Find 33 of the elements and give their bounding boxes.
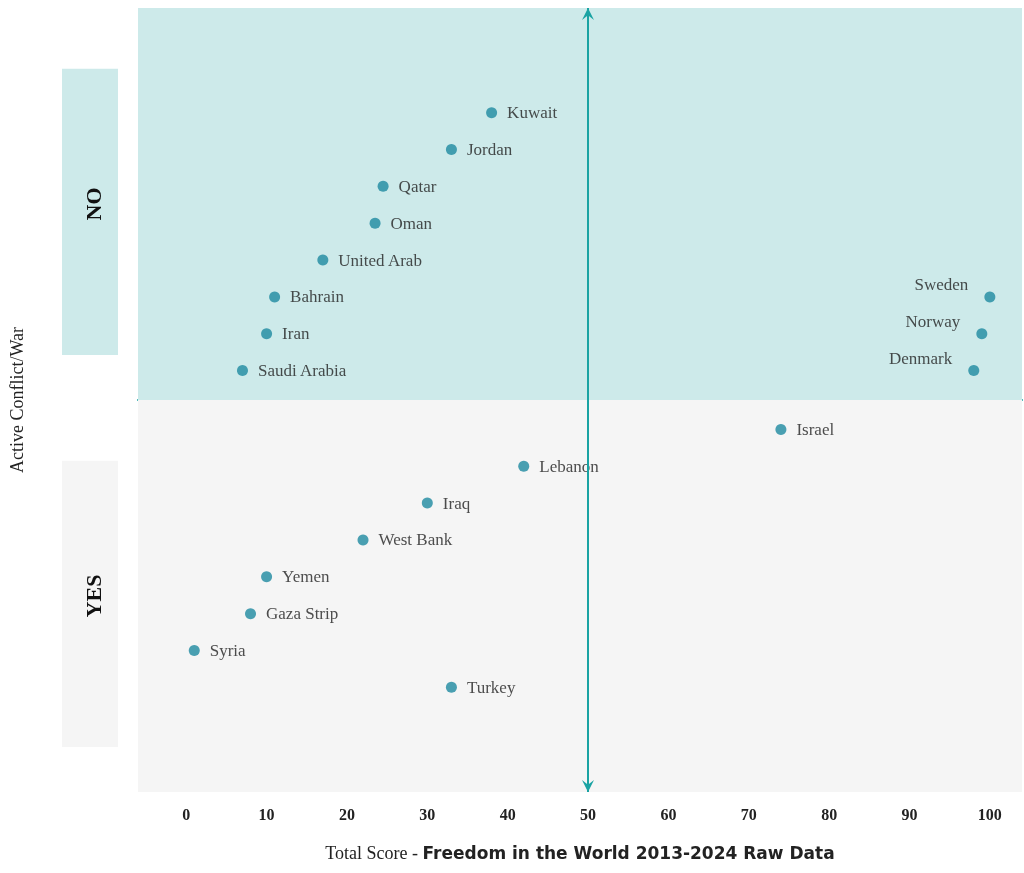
- x-tick-label: 0: [182, 805, 191, 823]
- x-tick-label: 70: [740, 805, 757, 823]
- x-tick-label: 100: [977, 805, 1002, 823]
- series-label: Sweden: [914, 275, 969, 295]
- series-label: Turkey: [466, 677, 516, 697]
- series-label: Jordan: [466, 140, 513, 160]
- x-tick-label: 50: [580, 805, 597, 823]
- series-label: West Bank: [378, 530, 453, 550]
- y-tick-label: YES: [80, 574, 106, 618]
- x-tick-label: 80: [821, 805, 838, 823]
- x-tick-label: 60: [660, 805, 677, 823]
- x-tick-label: 20: [338, 805, 355, 823]
- series-label: Oman: [390, 213, 433, 233]
- x-tick-label: 40: [499, 805, 516, 823]
- y-axis-title: Active Conflict/War: [7, 326, 27, 474]
- x-tick-label: 90: [901, 805, 918, 823]
- series-label: Syria: [209, 640, 247, 660]
- series-label: Qatar: [398, 176, 437, 196]
- series-label: Bahrain: [290, 287, 345, 307]
- x-axis-title: Total Score - Freedom in the World 2013-2024 Raw Data: [325, 843, 835, 863]
- series-label: Kuwait: [507, 103, 558, 123]
- series-label: Saudi Arabia: [257, 361, 347, 381]
- series-label: Iran: [282, 324, 310, 344]
- series-label: Gaza Strip: [266, 604, 339, 624]
- series-label: Iraq: [442, 493, 471, 513]
- x-tick-label: 30: [419, 805, 436, 823]
- y-tick-label: NO: [80, 187, 106, 221]
- series-label: United Arab: [338, 250, 422, 270]
- series-label: Israel: [796, 419, 835, 439]
- series-label: Yemen: [282, 567, 330, 587]
- x-tick-label: 10: [258, 805, 275, 823]
- series-label: Norway: [905, 312, 961, 332]
- series-label: Denmark: [889, 349, 953, 369]
